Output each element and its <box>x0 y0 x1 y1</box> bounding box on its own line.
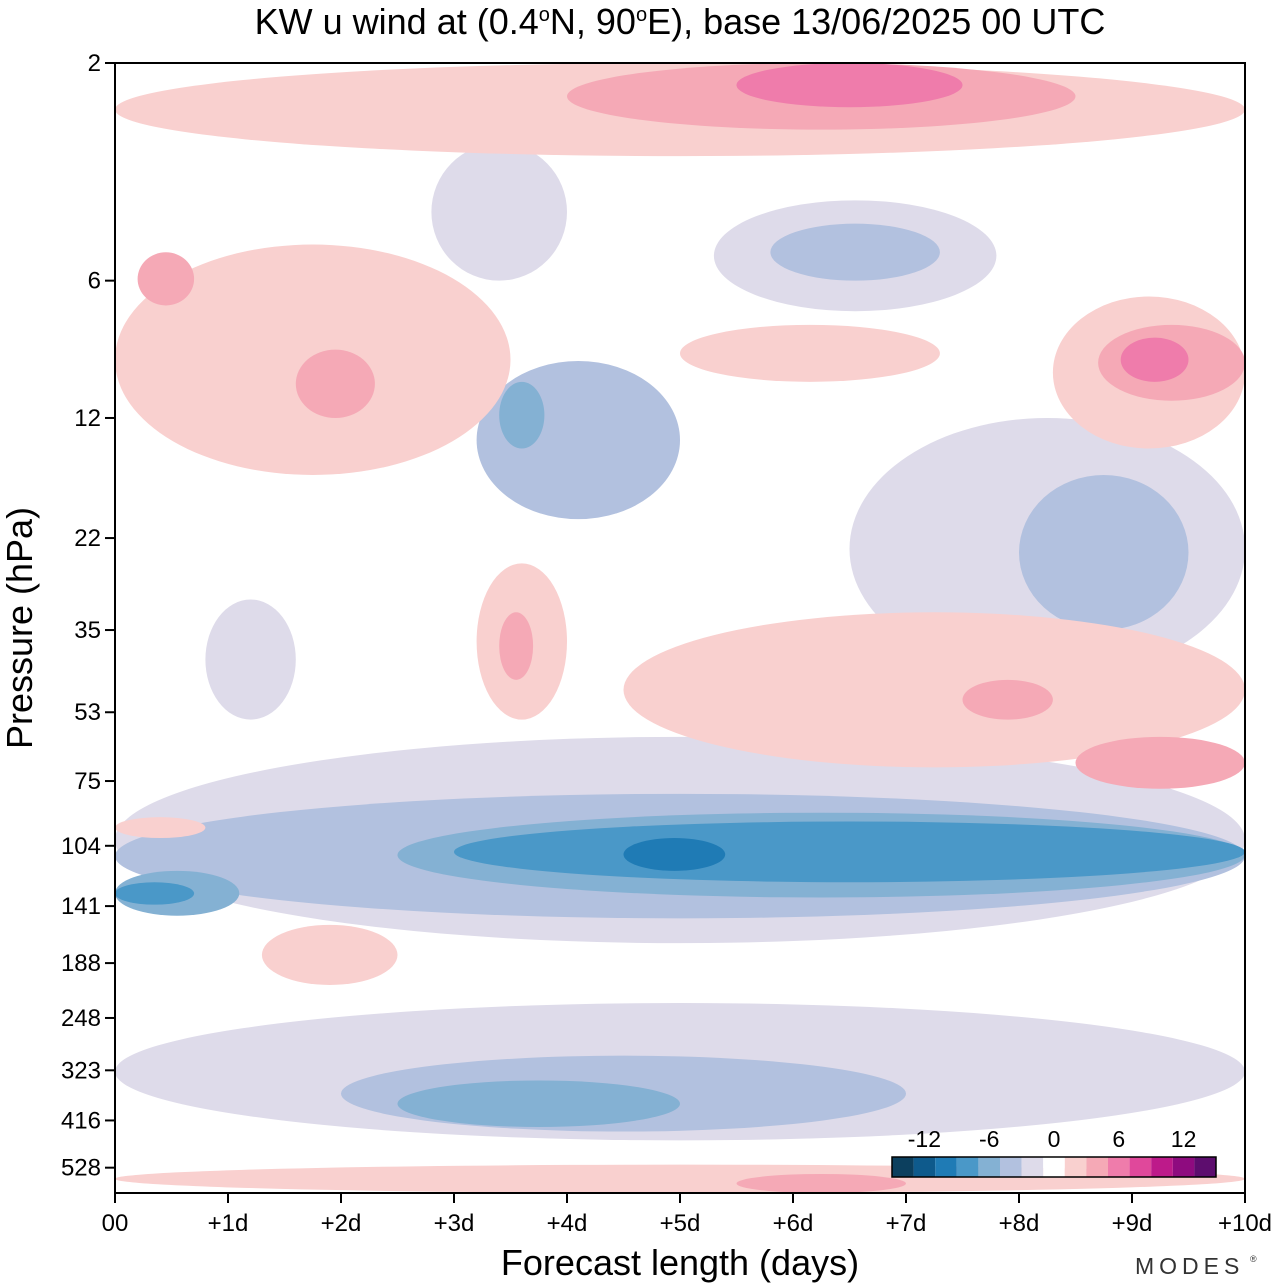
y-tick-label: 6 <box>88 268 101 295</box>
colorbar-swatch <box>1108 1157 1130 1177</box>
contour-region-20 <box>623 612 1245 768</box>
y-tick-label: 75 <box>74 768 101 795</box>
colorbar-swatch <box>892 1157 914 1177</box>
contour-region-31 <box>680 324 940 382</box>
contour-region-18 <box>115 817 206 839</box>
contour-region-22 <box>962 679 1053 720</box>
colorbar-label: -12 <box>908 1126 941 1152</box>
contour-region-15 <box>431 143 567 281</box>
colorbar-label: -6 <box>979 1126 999 1152</box>
y-tick-label: 188 <box>61 950 101 977</box>
contour-region-19 <box>261 924 398 986</box>
contour-region-21 <box>1075 736 1245 789</box>
contour-region-17 <box>770 223 940 281</box>
y-axis: 2 6 12 22 35 53 75 104 141 188 248 323 416 528 <box>61 50 115 1182</box>
y-axis-label: Pressure (hPa) <box>0 507 40 749</box>
y-tick-label: 528 <box>61 1155 101 1182</box>
y-tick-label: 416 <box>61 1107 101 1134</box>
x-tick-label: +7d <box>886 1210 927 1237</box>
contour-region-24 <box>499 612 534 680</box>
contour-region-11 <box>499 381 545 449</box>
x-tick-label: +1d <box>208 1210 249 1237</box>
brand-mark: ® <box>1250 1254 1257 1264</box>
contour-region-30 <box>295 349 375 418</box>
x-tick-label: +3d <box>434 1210 475 1237</box>
colorbar-label: 12 <box>1171 1126 1197 1152</box>
y-tick-label: 22 <box>74 525 101 552</box>
colorbar-swatch <box>978 1157 1000 1177</box>
contour-region-29 <box>137 252 195 306</box>
colorbar-swatch <box>1000 1157 1022 1177</box>
colorbar: -12 -6 0 6 12 <box>891 1126 1217 1178</box>
y-tick-label: 104 <box>61 833 101 860</box>
y-tick-label: 141 <box>61 893 101 920</box>
colorbar-swatch <box>1129 1157 1152 1177</box>
field-contours <box>115 63 1245 1193</box>
chart-title: KW u wind at (0.4oN, 90oE), base 13/06/2… <box>255 1 1106 42</box>
colorbar-swatch <box>1064 1157 1087 1177</box>
colorbar-swatch <box>1151 1157 1173 1177</box>
colorbar-label: 0 <box>1048 1126 1061 1152</box>
y-tick-label: 323 <box>61 1057 101 1084</box>
colorbar-swatch <box>1043 1157 1065 1177</box>
x-axis: 00 +1d +2d +3d +4d +5d +6d +7d +8d +9d +10d <box>102 1193 1272 1237</box>
contour-region-27 <box>736 63 963 108</box>
colorbar-swatch <box>935 1157 957 1177</box>
contour-region-4 <box>623 838 726 871</box>
contour-region-34 <box>1120 337 1189 382</box>
colorbar-swatch <box>1194 1157 1216 1177</box>
x-axis-label: Forecast length (days) <box>501 1242 859 1283</box>
colorbar-swatch <box>913 1157 936 1177</box>
x-tick-label: +9d <box>1112 1210 1153 1237</box>
contour-region-36 <box>736 1173 906 1193</box>
x-tick-label: +2d <box>321 1210 362 1237</box>
colorbar-label: 6 <box>1112 1126 1125 1152</box>
x-tick-label: 00 <box>102 1210 129 1237</box>
contour-region-14 <box>205 599 296 720</box>
x-tick-label: +6d <box>773 1210 814 1237</box>
colorbar-swatch <box>956 1157 979 1177</box>
contour-region-13 <box>1019 474 1189 631</box>
colorbar-swatch <box>1086 1157 1108 1177</box>
y-tick-label: 35 <box>74 617 101 644</box>
x-tick-label: +8d <box>999 1210 1040 1237</box>
x-tick-label: +5d <box>660 1210 701 1237</box>
contour-region-3 <box>454 821 1245 883</box>
contour-region-6 <box>115 882 195 905</box>
y-tick-label: 12 <box>74 405 101 432</box>
y-tick-label: 248 <box>61 1005 101 1032</box>
x-tick-label: +10d <box>1218 1210 1272 1237</box>
colorbar-swatch <box>1021 1157 1044 1177</box>
y-tick-label: 53 <box>74 699 101 726</box>
brand-logo: MODES <box>1135 1253 1244 1279</box>
colorbar-frame <box>891 1156 1217 1178</box>
contour-region-9 <box>397 1080 680 1127</box>
y-tick-label: 2 <box>88 50 101 77</box>
x-tick-label: +4d <box>547 1210 588 1237</box>
colorbar-swatch <box>1172 1157 1195 1177</box>
